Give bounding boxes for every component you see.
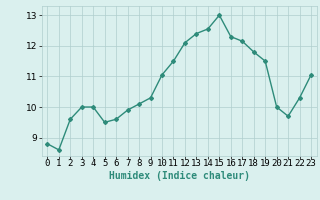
X-axis label: Humidex (Indice chaleur): Humidex (Indice chaleur)	[109, 171, 250, 181]
